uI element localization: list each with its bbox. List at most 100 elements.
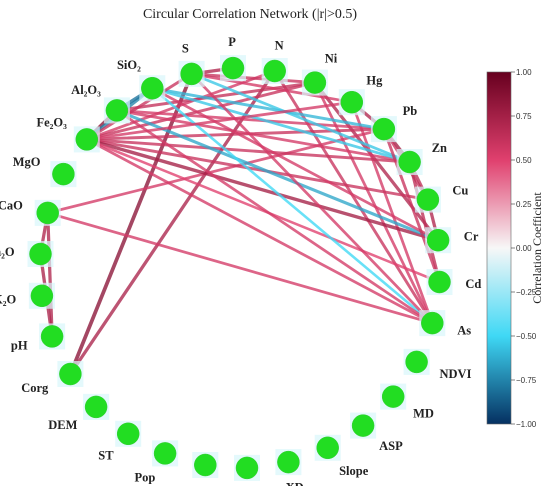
node-label-K2O: K₂O xyxy=(0,293,16,307)
node-label-ASP: ASP xyxy=(379,439,403,453)
edge-Ni-Cr xyxy=(313,80,440,242)
node-label-S: S xyxy=(182,42,189,56)
node-pH[interactable] xyxy=(40,325,64,348)
node-label-Pb: Pb xyxy=(403,104,418,118)
node-label-MD: MD xyxy=(413,406,434,420)
colorbar-tick-label: −0.50 xyxy=(516,332,537,341)
node-label-SiO2: SiO₂ xyxy=(117,58,141,72)
node-label-Al2O3: Al₂O₃ xyxy=(71,83,101,97)
node-label-CaO: CaO xyxy=(0,199,23,213)
node-As[interactable] xyxy=(421,311,444,335)
edge-Hg-As xyxy=(350,100,434,325)
node-Fe2O3[interactable] xyxy=(75,128,99,151)
node-Cr[interactable] xyxy=(426,228,450,252)
node-label-layer: NNiHgPbZnCuCrCdAsNDVIMDASPSlopeXDSDGDPop… xyxy=(0,35,481,486)
edge-As-CaO xyxy=(46,211,434,325)
edge-Cd-Fe2O3 xyxy=(85,138,441,284)
chart-title: Circular Correlation Network (|r|>0.5) xyxy=(143,7,357,22)
colorbar-label: Correlation Coefficient xyxy=(530,192,544,304)
node-Slope[interactable] xyxy=(316,436,339,460)
node-label-Fe2O3: Fe₂O₃ xyxy=(36,116,67,130)
edge-Zn-S xyxy=(190,72,411,164)
edge-Cd-Zn xyxy=(408,160,442,284)
node-label-Cd: Cd xyxy=(465,277,481,291)
edge-Zn-SiO2 xyxy=(150,86,411,164)
node-label-NDVI: NDVI xyxy=(440,367,472,381)
node-label-Zn: Zn xyxy=(432,141,447,155)
node-label-pH: pH xyxy=(11,338,28,352)
edge-Fe2O3-S xyxy=(85,72,194,141)
edge-Ni-As xyxy=(313,81,434,325)
node-NDVI[interactable] xyxy=(405,350,428,374)
node-label-Hg: Hg xyxy=(366,74,383,88)
node-Ni[interactable] xyxy=(303,71,327,94)
node-SiO2[interactable] xyxy=(141,76,164,100)
node-label-Slope: Slope xyxy=(339,464,369,478)
node-GD[interactable] xyxy=(194,453,217,477)
edge-Ni-Al2O3 xyxy=(115,81,317,112)
edge-Cd-Pb xyxy=(382,127,441,284)
node-S[interactable] xyxy=(180,62,203,86)
node-label-As: As xyxy=(457,323,471,337)
node-Na2O[interactable] xyxy=(29,242,52,266)
node-label-XD: XD xyxy=(286,480,304,486)
node-layer xyxy=(27,55,453,481)
node-N[interactable] xyxy=(263,59,286,83)
node-MgO[interactable] xyxy=(52,162,75,186)
node-CaO[interactable] xyxy=(36,201,59,225)
edge-As-SiO2 xyxy=(151,86,434,325)
edge-Zn-Al2O3 xyxy=(115,109,411,164)
edge-Cu-Fe2O3 xyxy=(85,137,430,202)
node-label-GD: GD xyxy=(191,484,210,486)
edge-Pb-Al2O3 xyxy=(115,109,386,131)
node-label-DEM: DEM xyxy=(48,418,77,432)
edge-Cr-Fe2O3 xyxy=(85,137,440,242)
edge-Cr-Al2O3 xyxy=(115,108,440,242)
node-ASP[interactable] xyxy=(351,414,375,437)
node-Corg[interactable] xyxy=(59,362,82,386)
colorbar-tick-label: 0.50 xyxy=(516,156,532,165)
edge-Zn-Fe2O3 xyxy=(85,137,412,164)
node-DEM[interactable] xyxy=(84,395,108,419)
edge-N-Corg xyxy=(68,69,277,376)
edge-As-Fe2O3 xyxy=(85,138,434,325)
node-MD[interactable] xyxy=(381,385,405,408)
colorbar-tick-label: −1.00 xyxy=(516,420,537,429)
node-label-Pop: Pop xyxy=(134,471,155,485)
edge-Ni-S xyxy=(190,72,317,85)
edge-Hg-S xyxy=(190,72,354,104)
node-Pop[interactable] xyxy=(153,442,177,465)
node-label-Na2O: Na₂O xyxy=(0,245,15,259)
node-label-Corg: Corg xyxy=(21,381,49,395)
edge-Cr-SiO2 xyxy=(150,86,440,242)
node-Zn[interactable] xyxy=(398,150,421,174)
colorbar: 1.00 0.75 0.50 0.25 0.00 −0.25 −0.50 −0.75 −1.00… xyxy=(486,68,544,429)
colorbar-tick-label: 0.75 xyxy=(516,112,532,121)
node-XD[interactable] xyxy=(277,450,300,474)
node-Pb[interactable] xyxy=(372,117,396,141)
node-Al2O3[interactable] xyxy=(105,99,129,122)
colorbar-tick-label: −0.75 xyxy=(516,376,537,385)
node-label-N: N xyxy=(275,38,284,52)
node-SD[interactable] xyxy=(235,456,259,480)
node-label-P: P xyxy=(228,35,236,49)
edge-CaO-pH xyxy=(46,211,54,339)
node-P[interactable] xyxy=(221,56,245,80)
edge-S-Corg xyxy=(68,72,194,376)
colorbar-ticks: 1.00 0.75 0.50 0.25 0.00 −0.25 −0.50 −0.75 −1.00 xyxy=(511,68,537,429)
edge-Pb-SiO2 xyxy=(150,86,386,131)
edge-As-S xyxy=(190,72,434,325)
edge-layer xyxy=(38,66,442,376)
node-Cu[interactable] xyxy=(416,188,440,211)
node-Hg[interactable] xyxy=(340,90,364,114)
node-ST[interactable] xyxy=(116,422,140,446)
node-Cd[interactable] xyxy=(428,270,451,294)
colorbar-tick-label: −0.25 xyxy=(516,288,537,297)
node-label-Cr: Cr xyxy=(464,230,479,244)
node-label-Cu: Cu xyxy=(452,184,468,198)
colorbar-tick-label: 1.00 xyxy=(516,68,532,77)
edge-As-Al2O3 xyxy=(115,109,434,325)
colorbar-tick-label: 0.25 xyxy=(516,200,532,209)
node-K2O[interactable] xyxy=(30,284,54,308)
